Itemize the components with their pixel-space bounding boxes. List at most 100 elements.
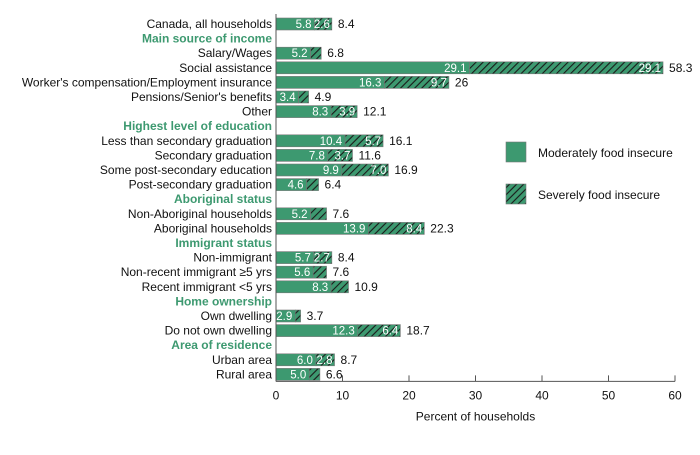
moderate-value-label: 7.8 xyxy=(309,150,325,162)
x-tick-label: 30 xyxy=(469,388,483,402)
moderate-value-label: 3.4 xyxy=(280,92,297,104)
moderate-value-label: 5.8 xyxy=(296,19,312,31)
category-label: Other xyxy=(242,105,272,119)
total-value-label: 6.6 xyxy=(326,367,343,381)
total-value-label: 16.9 xyxy=(394,163,418,177)
moderate-value-label: 5.2 xyxy=(292,209,308,221)
moderate-value-label: 5.6 xyxy=(294,267,310,279)
total-value-label: 4.9 xyxy=(315,90,332,104)
severe-value-label: 2.7 xyxy=(314,253,330,265)
severe-value-label: 2.8 xyxy=(317,355,333,367)
category-label: Aboriginal households xyxy=(154,221,272,235)
legend-swatch xyxy=(505,141,527,163)
group-header: Main source of income xyxy=(142,32,272,46)
bar-severe xyxy=(330,105,358,118)
category-label: Do not own dwelling xyxy=(165,324,272,338)
category-label: Worker's compensation/Employment insuran… xyxy=(22,75,273,89)
moderate-value-label: 9.9 xyxy=(323,165,339,177)
bar-severe xyxy=(306,178,319,191)
moderate-value-label: 10.4 xyxy=(320,136,343,148)
severe-value-label: 3.9 xyxy=(339,107,355,119)
bar-severe xyxy=(357,324,401,337)
total-value-label: 6.4 xyxy=(325,178,342,192)
category-label: Post-secondary graduation xyxy=(129,178,272,192)
category-label: Less than secondary graduation xyxy=(101,134,272,148)
category-label: Pensions/Senior's benefits xyxy=(131,90,272,104)
x-tick-label: 40 xyxy=(535,388,549,402)
severe-value-label: 5.7 xyxy=(365,136,381,148)
category-label: Rural area xyxy=(216,367,272,381)
bar-severe xyxy=(368,222,425,235)
severe-value-label: 3.7 xyxy=(334,150,350,162)
category-label: Urban area xyxy=(212,353,272,367)
moderate-value-label: 13.9 xyxy=(343,223,365,235)
total-value-label: 8.7 xyxy=(341,353,358,367)
x-tick-label: 0 xyxy=(273,388,280,402)
moderate-value-label: 8.3 xyxy=(312,282,328,294)
x-tick-label: 10 xyxy=(336,388,350,402)
bar-severe xyxy=(327,149,353,162)
bar-moderate xyxy=(275,61,470,75)
severe-value-label: 9.7 xyxy=(431,77,447,89)
total-value-label: 6.8 xyxy=(327,46,344,60)
total-value-label: 10.9 xyxy=(354,280,378,294)
total-value-label: 8.4 xyxy=(338,251,355,265)
total-value-label: 11.6 xyxy=(358,148,381,162)
bar-severe xyxy=(308,368,321,381)
bar-severe xyxy=(384,76,450,89)
group-header: Home ownership xyxy=(175,294,272,308)
moderate-value-label: 5.0 xyxy=(290,369,306,381)
legend-label: Moderately food insecure xyxy=(538,146,673,160)
total-value-label: 58.3 xyxy=(669,61,693,75)
bar-severe xyxy=(341,163,389,177)
total-value-label: 7.6 xyxy=(333,207,350,221)
x-tick-label: 20 xyxy=(402,388,416,402)
moderate-value-label: 2.9 xyxy=(276,311,292,323)
category-label: Non-recent immigrant ≥5 yrs xyxy=(121,265,272,279)
group-header: Highest level of education xyxy=(123,119,272,133)
moderate-value-label: 6.0 xyxy=(297,355,313,367)
moderate-value-label: 12.3 xyxy=(332,326,354,338)
total-value-label: 16.1 xyxy=(389,134,413,148)
bar-severe xyxy=(312,265,327,279)
bar-severe xyxy=(469,61,664,75)
category-label: Own dwelling xyxy=(201,309,272,323)
moderate-value-label: 8.3 xyxy=(312,107,328,119)
category-label: Canada, all households xyxy=(147,17,272,31)
group-header: Aboriginal status xyxy=(174,192,272,206)
total-value-label: 8.4 xyxy=(338,17,355,31)
x-tick-label: 50 xyxy=(602,388,616,402)
moderate-value-label: 29.1 xyxy=(444,63,466,75)
category-label: Recent immigrant <5 yrs xyxy=(142,280,272,294)
severe-value-label: 8.4 xyxy=(406,223,423,235)
group-header: Area of residence xyxy=(171,338,272,352)
bar-severe xyxy=(298,90,309,104)
bar-severe xyxy=(314,17,333,31)
bar-severe xyxy=(313,251,333,264)
moderate-value-label: 16.3 xyxy=(359,77,381,89)
legend-swatch xyxy=(505,183,527,205)
bar-severe xyxy=(315,353,335,367)
total-value-label: 3.7 xyxy=(307,309,324,323)
total-value-label: 7.6 xyxy=(333,265,350,279)
moderate-value-label: 5.7 xyxy=(295,253,311,265)
total-value-label: 18.7 xyxy=(406,324,430,338)
category-label: Non-immigrant xyxy=(193,251,272,265)
bar-severe xyxy=(330,280,349,294)
total-value-label: 26 xyxy=(455,75,469,89)
category-label: Social assistance xyxy=(179,61,272,75)
legend-label: Severely food insecure xyxy=(538,188,660,202)
moderate-value-label: 5.2 xyxy=(292,48,308,60)
category-label: Non-Aboriginal households xyxy=(128,207,272,221)
severe-value-label: 6.4 xyxy=(382,326,399,338)
severe-value-label: 2.6 xyxy=(314,19,330,31)
category-label: Some post-secondary education xyxy=(100,163,272,177)
bar-severe xyxy=(294,309,301,323)
category-label: Salary/Wages xyxy=(198,46,272,60)
x-tick-label: 60 xyxy=(668,388,682,402)
bar-severe xyxy=(344,134,384,148)
severe-value-label: 7.0 xyxy=(370,165,386,177)
total-value-label: 12.1 xyxy=(363,105,387,119)
total-value-label: 22.3 xyxy=(430,221,454,235)
